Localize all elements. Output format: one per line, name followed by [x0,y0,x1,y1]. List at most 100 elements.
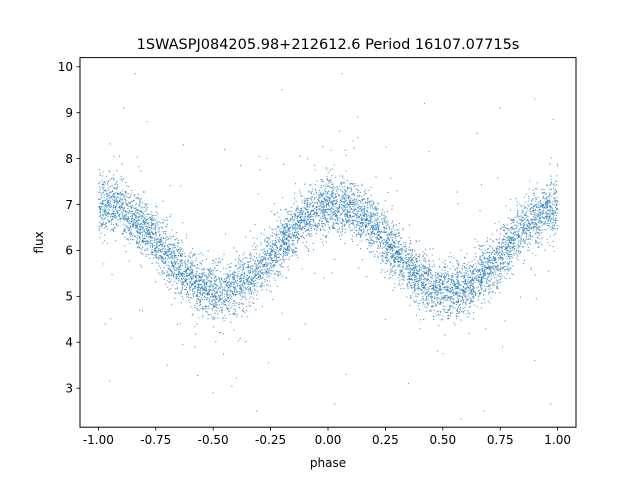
data-point [294,198,296,200]
data-point [130,210,132,213]
data-point [542,217,544,219]
data-point [331,204,334,206]
data-point [273,243,275,245]
data-point [174,297,176,300]
data-point [336,199,338,201]
data-point [378,228,380,231]
data-point [104,181,106,183]
data-point [179,276,181,278]
data-point [234,294,236,296]
data-point [99,173,101,175]
data-point [399,249,401,251]
data-point [497,248,499,250]
data-point [245,306,248,308]
data-point [195,277,197,279]
data-point [125,216,127,218]
data-point [256,268,258,270]
data-point [339,214,342,216]
data-point [408,257,410,259]
data-point [556,200,558,202]
data-point [191,263,193,265]
data-point [515,249,518,251]
data-point [336,216,338,218]
data-point [141,248,143,250]
data-point [175,278,177,280]
data-point [111,218,113,220]
data-point [385,252,388,254]
data-point [307,249,310,251]
data-point [236,250,238,253]
data-point [398,274,400,276]
data-point [455,292,457,294]
data-point [240,280,242,282]
data-point [424,260,426,262]
data-point [473,272,475,274]
data-point [452,292,454,294]
data-point [109,207,111,209]
data-point [233,247,235,249]
data-point [473,318,475,320]
data-point [346,201,348,203]
data-point [329,194,331,196]
data-point [399,261,401,263]
data-point [512,220,514,222]
data-point [250,253,252,255]
data-point [137,243,139,245]
data-point [375,219,377,221]
data-point [515,231,517,233]
data-point [260,278,262,280]
data-point [131,217,133,219]
data-point [447,315,449,317]
data-point [151,227,153,229]
data-point [343,186,345,188]
data-point [244,273,246,275]
data-point [214,283,216,285]
data-point [537,228,539,230]
data-point [394,246,397,248]
data-point [384,246,386,248]
data-point [464,266,466,268]
data-point [103,196,105,198]
data-point [385,216,387,218]
data-point [350,183,352,185]
data-point [155,225,157,227]
data-point [400,271,402,273]
data-point [195,260,197,262]
data-point [366,209,368,211]
data-point [545,184,547,186]
data-point [314,223,316,225]
data-point [281,197,284,199]
data-point [223,281,225,283]
data-point [545,207,547,209]
data-point [400,247,402,250]
data-point [413,272,415,274]
data-point [303,227,305,229]
data-point [159,249,162,251]
data-point [304,199,306,201]
data-point [348,200,350,202]
data-point [453,257,455,259]
data-point [412,259,414,261]
data-point [287,269,289,271]
data-point [532,252,534,254]
data-point [258,275,260,277]
data-point [169,270,171,272]
data-point [545,215,547,218]
data-point [494,259,497,261]
data-point [480,272,482,274]
data-point [347,215,349,217]
data-point [388,228,391,230]
data-point [372,215,374,217]
data-point [467,299,469,301]
data-point [319,218,322,220]
data-point [103,203,105,205]
data-point [425,291,427,293]
data-point [498,246,500,248]
data-point [541,216,543,218]
data-point [190,286,192,289]
data-point [186,283,189,285]
data-point [503,245,505,247]
data-point [449,308,451,310]
data-point [395,235,397,237]
data-point [180,249,182,251]
